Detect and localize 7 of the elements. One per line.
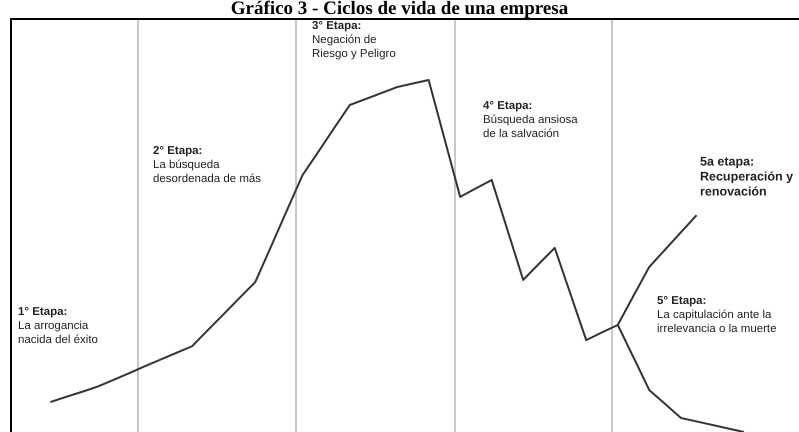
- chart-title: Gráfico 3 - Ciclos de vida de una empresa: [230, 0, 570, 19]
- annotation: 5° Etapa: La capitulación ante la irrelevancia o la muerte: [657, 294, 777, 335]
- annotation: 2° Etapa: La búsqueda desordenada de más: [153, 144, 262, 185]
- annotation: 5a etapa: Recuperación y renovación: [700, 154, 794, 199]
- text: 3° Etapa: Negación de Riesgo y Peligro: [312, 20, 396, 60]
- annotation: 1° Etapa: La arrogancia nacida del éxito: [18, 306, 98, 346]
- annotation: 4° Etapa: Búsqueda ansiosa de la salvación: [483, 100, 578, 140]
